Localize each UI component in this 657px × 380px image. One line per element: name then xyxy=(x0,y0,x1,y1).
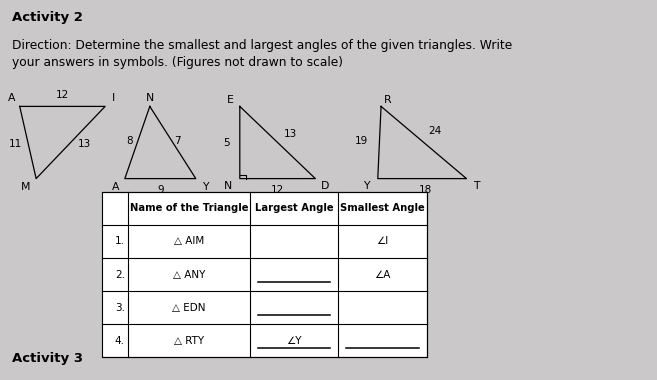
Text: △ AIM: △ AIM xyxy=(173,236,204,247)
Text: Smallest Angle: Smallest Angle xyxy=(340,203,425,214)
Text: Largest Angle: Largest Angle xyxy=(255,203,333,214)
Text: 19: 19 xyxy=(355,136,368,146)
Text: 1.: 1. xyxy=(115,236,125,247)
Text: 7: 7 xyxy=(174,136,181,146)
Text: 18: 18 xyxy=(419,185,432,195)
Text: Y: Y xyxy=(202,182,208,192)
Text: N: N xyxy=(224,181,232,191)
Text: R: R xyxy=(384,95,392,105)
Text: △ ANY: △ ANY xyxy=(173,269,205,280)
Text: A: A xyxy=(7,93,15,103)
Text: 2.: 2. xyxy=(115,269,125,280)
Text: D: D xyxy=(321,181,329,191)
Text: A: A xyxy=(112,182,120,192)
Text: I: I xyxy=(112,93,115,103)
Text: Activity 2: Activity 2 xyxy=(12,11,83,24)
Text: 3.: 3. xyxy=(115,302,125,313)
Text: 9: 9 xyxy=(157,185,164,195)
Text: T: T xyxy=(473,181,480,191)
Text: 13: 13 xyxy=(78,139,91,149)
Text: △ EDN: △ EDN xyxy=(172,302,206,313)
Text: ∠A: ∠A xyxy=(374,269,391,280)
Text: ∠Y: ∠Y xyxy=(286,336,302,346)
Text: Y: Y xyxy=(363,181,369,191)
FancyBboxPatch shape xyxy=(102,192,427,357)
Text: 8: 8 xyxy=(127,136,133,146)
Text: ∠I: ∠I xyxy=(376,236,389,247)
Text: 5: 5 xyxy=(223,138,230,147)
Text: 24: 24 xyxy=(428,126,442,136)
Text: 12: 12 xyxy=(56,90,69,100)
Text: M: M xyxy=(21,182,30,192)
Text: Direction: Determine the smallest and largest angles of the given triangles. Wri: Direction: Determine the smallest and la… xyxy=(12,39,512,69)
Text: 12: 12 xyxy=(271,185,284,195)
Text: Activity 3: Activity 3 xyxy=(12,352,83,365)
Text: △ RTY: △ RTY xyxy=(174,336,204,346)
Text: 11: 11 xyxy=(9,139,22,149)
Text: E: E xyxy=(227,95,234,105)
Text: N: N xyxy=(146,93,154,103)
Text: 13: 13 xyxy=(284,129,297,139)
Text: Name of the Triangle: Name of the Triangle xyxy=(129,203,248,214)
Text: 4.: 4. xyxy=(115,336,125,346)
